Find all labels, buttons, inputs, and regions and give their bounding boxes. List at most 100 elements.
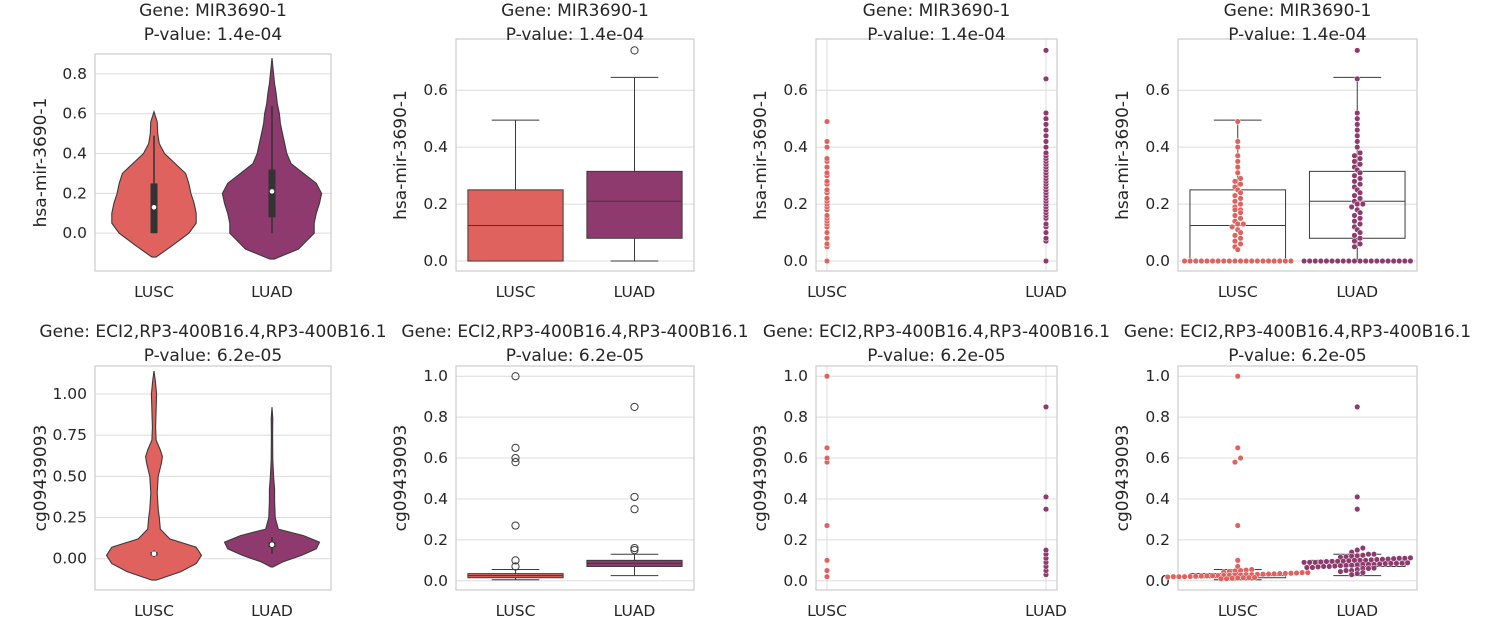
chart-title: Gene: ECI2,RP3-400B16.4,RP3-400B16.1 [401,322,748,342]
chart-panel-1: 0.0 0.2 0.4 0.6 0.8 Gene: MIR3690-1 P-value: 1… [31,1,332,301]
strip-point [823,444,831,451]
box-flier [630,402,639,412]
swarm-point [1217,575,1224,582]
swarm-point [1354,403,1361,410]
swarm-point [1407,554,1414,561]
swarm-point [1164,574,1171,581]
strip-point [1042,547,1050,554]
swarm-point [1354,109,1361,117]
swarm-point [1237,175,1244,182]
chart-title: Gene: MIR3690-1 [501,1,649,21]
chart-panel-2: 0.0 0.2 0.4 0.6 Gene: MIR3690-1 P-value: 1.4e… [391,1,695,301]
y-axis-label: hsa-mir-3690-1 [31,98,51,228]
swarm-point [1354,121,1361,128]
x-tick-label: LUSC [496,602,536,617]
strip-point [823,373,831,380]
chart-panel-6: 0.0 0.2 0.4 0.6 0.8 1.0 Gene: ECI2,RP3-400B16.… [391,322,749,617]
swarm-point [1337,568,1344,575]
x-tick-label: LUSC [807,602,847,617]
box-flier [511,453,520,463]
swarm-point [1301,257,1308,265]
strip-point [1042,115,1050,122]
violin-body [223,407,321,568]
strip-point [823,567,831,574]
swarm-point [1287,570,1294,577]
y-tick-label: 0.2 [783,531,808,549]
strip-point [823,557,831,564]
swarm-point [1237,229,1244,236]
swarm-point [1334,257,1341,265]
swarm-point [1351,172,1358,179]
swarm-point [1276,257,1283,265]
swarm-point [1354,506,1361,513]
swarm-point [1351,152,1358,159]
swarm-point [1390,257,1397,265]
axes-frame [815,365,1058,591]
chart-subtitle: P-value: 1.4e-04 [867,25,1005,45]
chart-panel-8: 0.0 0.2 0.4 0.6 0.8 1.0 Gene: ECI2,RP3-400B16.… [1113,322,1471,617]
chart-title: Gene: ECI2,RP3-400B16.4,RP3-400B16.1 [1124,322,1471,342]
swarm-point [1231,257,1238,265]
swarm-point [1359,545,1366,552]
chart-panel-3: 0.0 0.2 0.4 0.6 Gene: MIR3690-1 P-value: 1.4e… [751,1,1067,301]
swarm-point [1231,238,1238,245]
y-axis-label: cg09439093 [1113,425,1133,532]
y-tick-label: 0.2 [1145,195,1170,213]
y-tick-label: 0.6 [423,81,448,99]
swarm-point [1407,257,1414,265]
swarm-point [1365,565,1372,572]
y-axis-label: cg09439093 [31,425,51,532]
swarm-point [1299,569,1306,576]
swarm-point [1315,563,1322,570]
swarm-point [1354,144,1361,151]
y-tick-label: 0.0 [783,572,808,590]
swarm-point [1293,569,1300,577]
x-tick-label: LUSC [807,283,847,301]
box-flier [630,543,639,553]
chart-panel-4: 0.0 0.2 0.4 0.6 Gene: MIR3690-1 P-value: 1.4e… [1113,1,1418,301]
swarm-point [1365,551,1372,558]
y-tick-label: 0.8 [783,408,808,426]
axes-frame [455,365,695,591]
chart-title: Gene: MIR3690-1 [1224,1,1372,21]
swarm-point [1359,201,1366,208]
swarm-point [1251,574,1258,581]
swarm-point [1223,575,1230,582]
y-tick-label: 0.8 [1145,408,1170,426]
box-flier [511,562,520,571]
swarm-point [1351,232,1358,239]
y-tick-label: 1.0 [1145,367,1170,385]
swarm-point [1254,257,1261,265]
strip-point [823,212,831,219]
swarm-point [1351,238,1358,245]
x-tick-label: LUAD [1336,602,1378,617]
swarm-point [1192,573,1199,580]
swarm-point [1393,560,1400,567]
swarm-point [1231,198,1238,205]
swarm-point [1220,257,1227,265]
y-tick-label: 0.50 [52,467,87,485]
swarm-point [1231,459,1238,466]
x-tick-label: LUAD [614,602,656,617]
y-axis-label: cg09439093 [391,425,411,532]
y-tick-label: 0.4 [1145,138,1170,156]
violin-median [269,189,275,194]
swarm-point [1237,257,1244,265]
y-tick-label: 0.0 [1145,252,1170,270]
swarm-point [1351,243,1358,250]
y-tick-label: 0.2 [423,531,448,549]
strip-point [823,155,831,162]
swarm-point [1357,181,1364,188]
swarm-point [1357,195,1364,202]
swarm-point [1357,189,1364,196]
swarm-point [1343,567,1350,574]
swarm-point [1198,573,1205,580]
swarm-point [1368,257,1375,265]
swarm-point [1240,220,1247,228]
swarm-point [1198,257,1205,265]
axes-frame [1177,38,1418,272]
swarm-point [1175,573,1182,580]
swarm-point [1237,181,1244,188]
chart-title: Gene: MIR3690-1 [863,1,1011,21]
swarm-point [1231,178,1238,185]
